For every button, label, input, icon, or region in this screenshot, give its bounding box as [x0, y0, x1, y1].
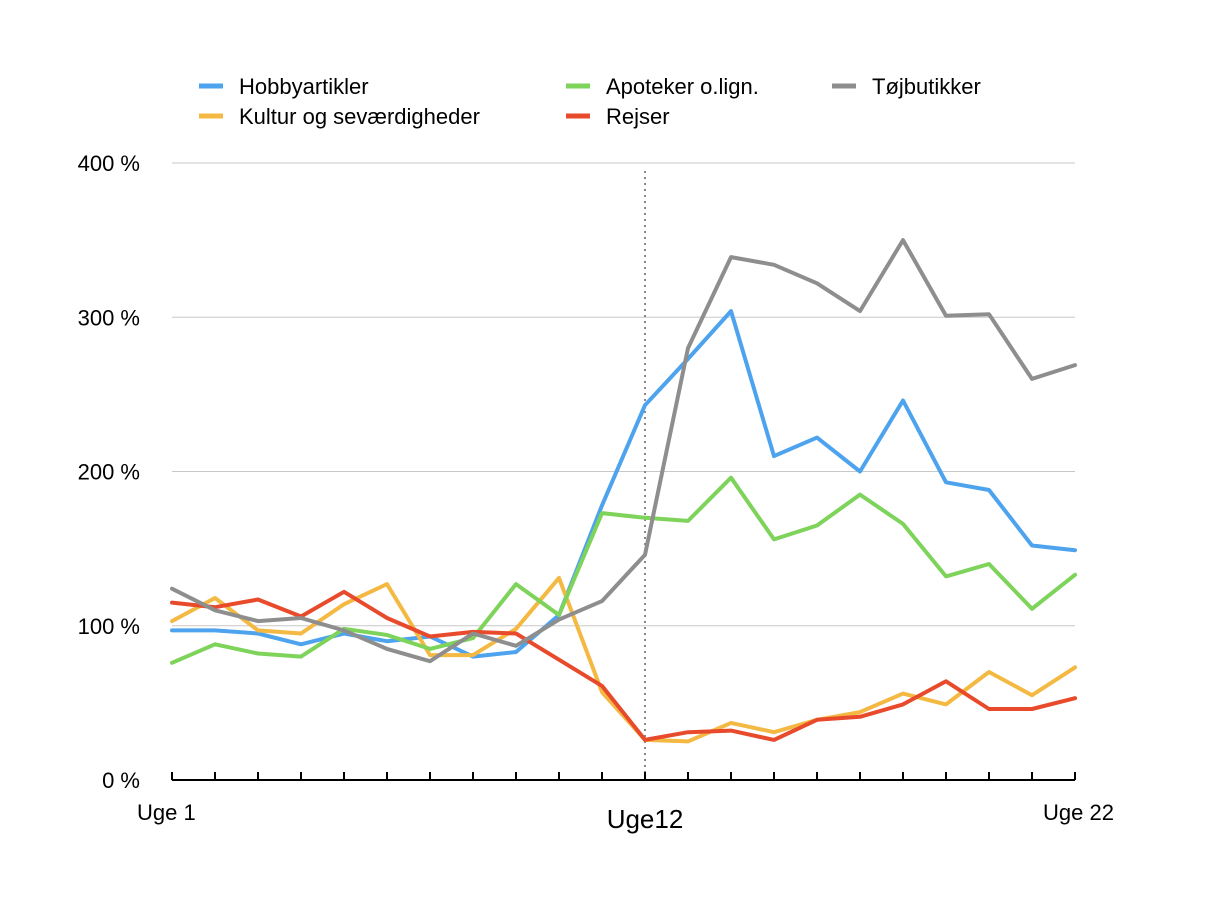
y-tick-label: 0 % — [102, 768, 140, 793]
y-tick-label: 300 % — [78, 305, 140, 330]
series-line-0 — [170, 309, 1077, 659]
legend-label: Rejser — [606, 104, 670, 129]
x-tick-label: Uge 1 — [137, 800, 196, 825]
series-line-1 — [170, 575, 1077, 744]
y-tick-label: 200 % — [78, 460, 140, 485]
y-tick-label: 400 % — [78, 151, 140, 176]
y-axis-labels: 0 % 100 % 200 % 300 % 400 % — [78, 151, 140, 793]
series-line-4 — [170, 238, 1077, 664]
legend-label: Apoteker o.lign. — [606, 74, 759, 99]
x-axis: Uge 1 Uge12 Uge 22 — [137, 772, 1114, 834]
y-tick-label: 100 % — [78, 614, 140, 639]
series-line-3 — [170, 589, 1077, 742]
legend-label: Kultur og seværdigheder — [239, 104, 480, 129]
legend: Hobbyartikler Kultur og seværdigheder Apot… — [199, 74, 981, 129]
legend-label: Hobbyartikler — [239, 74, 369, 99]
legend-label: Tøjbutikker — [872, 74, 981, 99]
x-tick-label: Uge 22 — [1043, 800, 1114, 825]
series-line-2 — [170, 475, 1077, 665]
x-tick-label: Uge12 — [607, 804, 684, 834]
gridlines — [172, 162, 1075, 627]
series-lines — [170, 238, 1077, 744]
